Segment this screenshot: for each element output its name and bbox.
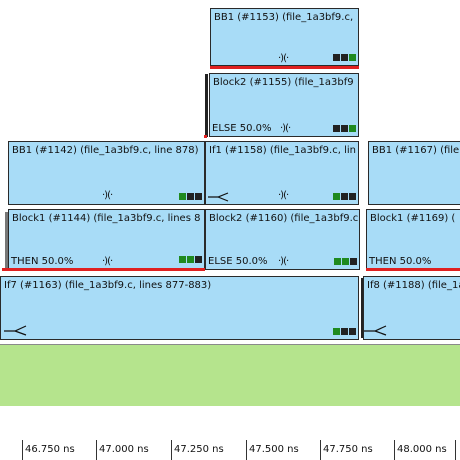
time-ruler: 46.750 ns 47.000 ns 47.250 ns 47.500 ns … — [0, 406, 460, 460]
block-block2-1160[interactable]: Block2 (#1160) (file_1a3bf9.c ELSE 50.0%… — [205, 209, 360, 270]
critical-path-bar — [2, 268, 205, 271]
block-title: Block1 (#1169) ( — [370, 213, 456, 224]
ruler-tick — [455, 440, 456, 460]
critical-path-bar — [204, 135, 207, 138]
ruler-tick-label: 47.250 ns — [174, 444, 224, 455]
block-title: If7 (#1163) (file_1a3bf9.c, lines 877-88… — [4, 280, 212, 291]
ruler-tick — [96, 440, 97, 460]
branch-fork-icon — [364, 325, 387, 336]
pipeline-icon: ·)(· — [278, 256, 289, 267]
pipeline-icon: ·)(· — [102, 190, 113, 201]
branch-probability: ELSE 50.0% — [212, 123, 272, 134]
branch-fork-icon — [208, 192, 229, 202]
block-bb1-1167[interactable]: BB1 (#1167) (file — [368, 141, 460, 205]
loop-marker — [205, 74, 208, 137]
loop-marker — [361, 278, 363, 338]
block-block1-1144[interactable]: Block1 (#1144) (file_1a3bf9.c, lines 8 T… — [8, 209, 205, 270]
ruler-tick-label: 47.000 ns — [99, 444, 149, 455]
ruler-tick-label: 47.500 ns — [249, 444, 299, 455]
block-title: Block2 (#1160) (file_1a3bf9.c — [209, 213, 359, 224]
pipeline-icon: ·)(· — [280, 123, 291, 134]
status-squares-icon — [179, 256, 202, 263]
ruler-tick-label: 46.750 ns — [25, 444, 75, 455]
ruler-tick — [22, 440, 23, 460]
block-if8-1188[interactable]: If8 (#1188) (file_1a — [363, 276, 460, 340]
ruler-tick — [394, 440, 395, 460]
block-bb1-1153[interactable]: BB1 (#1153) (file_1a3bf9.c, ·)(· — [210, 8, 359, 66]
branch-probability: THEN 50.0% — [369, 256, 432, 267]
ruler-tick-label: 48.000 ns — [397, 444, 447, 455]
block-if7-1163[interactable]: If7 (#1163) (file_1a3bf9.c, lines 877-88… — [0, 276, 359, 340]
pipeline-icon: ·)(· — [278, 53, 289, 64]
branch-fork-icon — [4, 325, 27, 336]
block-title: Block1 (#1144) (file_1a3bf9.c, lines 8 — [12, 213, 201, 224]
block-if1-1158[interactable]: If1 (#1158) (file_1a3bf9.c, lin ·)(· — [205, 141, 359, 205]
ruler-tick — [246, 440, 247, 460]
block-title: Block2 (#1155) (file_1a3bf9 — [213, 77, 354, 88]
block-title: BB1 (#1153) (file_1a3bf9.c, — [214, 12, 354, 23]
execution-lane[interactable] — [0, 344, 460, 408]
branch-probability: ELSE 50.0% — [208, 256, 268, 267]
block-title: BB1 (#1167) (file — [372, 145, 460, 156]
status-squares-icon — [333, 328, 356, 335]
block-block2-1155[interactable]: Block2 (#1155) (file_1a3bf9 ELSE 50.0% ·… — [209, 73, 359, 137]
status-squares-icon — [334, 258, 357, 265]
pipeline-icon: ·)(· — [278, 190, 289, 201]
status-squares-icon — [179, 193, 202, 200]
critical-path-bar — [366, 268, 460, 271]
branch-probability: THEN 50.0% — [11, 256, 74, 267]
pipeline-icon: ·)(· — [102, 256, 113, 267]
ruler-tick — [320, 440, 321, 460]
status-squares-icon — [333, 54, 356, 61]
status-squares-icon — [333, 125, 356, 132]
block-block1-1169[interactable]: Block1 (#1169) ( THEN 50.0% — [366, 209, 460, 270]
status-squares-icon — [333, 193, 356, 200]
block-title: BB1 (#1142) (file_1a3bf9.c, line 878) — [12, 145, 199, 156]
block-title: If1 (#1158) (file_1a3bf9.c, lin — [209, 145, 356, 156]
loop-marker — [5, 212, 8, 269]
critical-path-bar — [210, 66, 359, 69]
ruler-tick — [171, 440, 172, 460]
ruler-tick-label: 47.750 ns — [323, 444, 373, 455]
block-bb1-1142[interactable]: BB1 (#1142) (file_1a3bf9.c, line 878) ·)… — [8, 141, 205, 205]
block-title: If8 (#1188) (file_1a — [367, 280, 460, 291]
